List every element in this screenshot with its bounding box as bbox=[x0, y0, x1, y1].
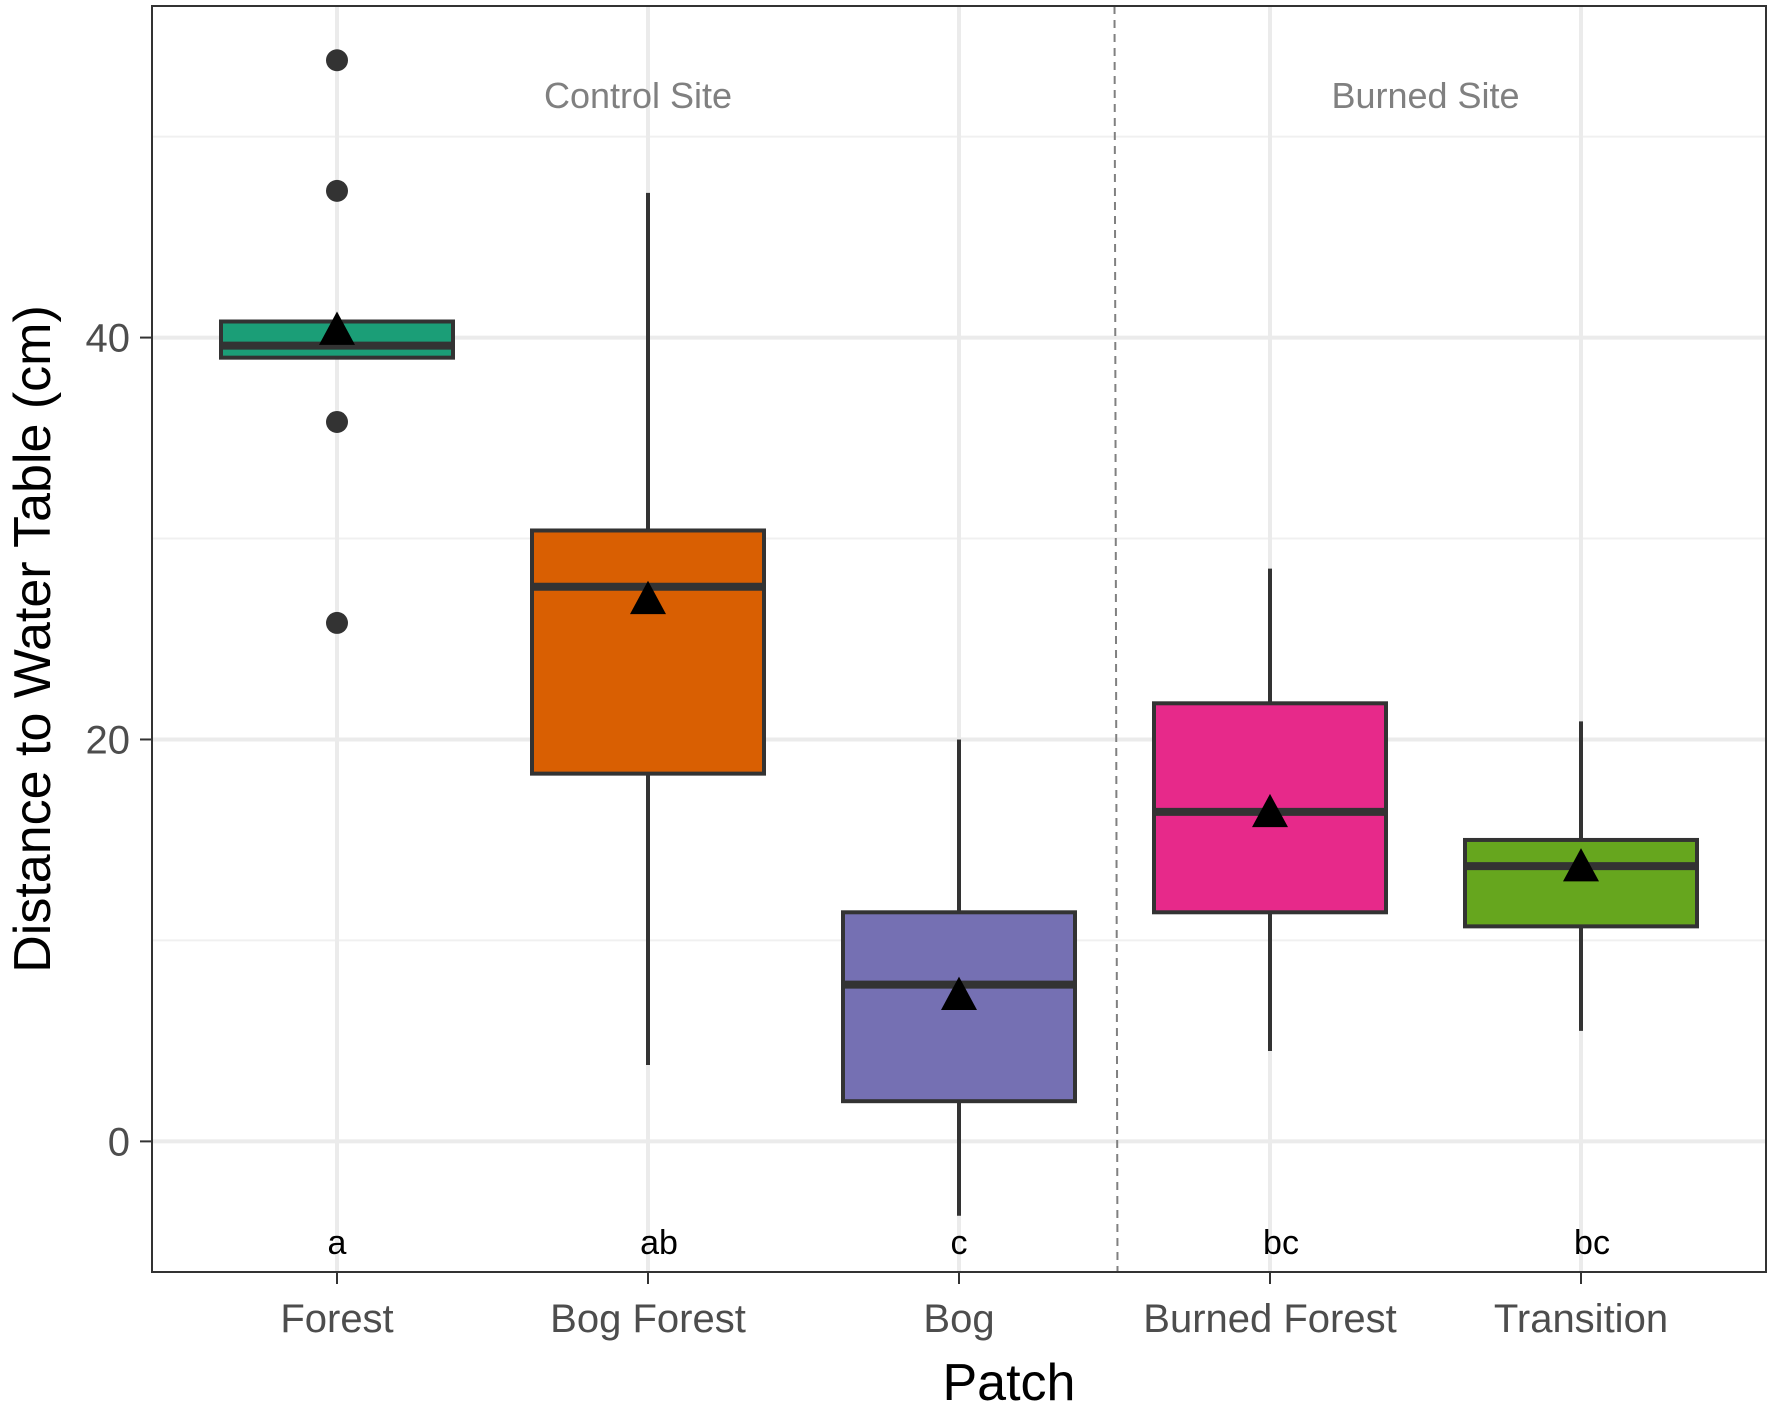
outlier-point bbox=[326, 49, 348, 72]
x-tick-label: Bog bbox=[923, 1297, 994, 1341]
mean-marker bbox=[630, 580, 666, 615]
group-labels: Control Site Burned Site bbox=[544, 75, 1520, 116]
mean-marker bbox=[941, 976, 977, 1010]
mean-marker bbox=[319, 311, 355, 345]
significance-letter: bc bbox=[1263, 1224, 1299, 1262]
box-body bbox=[530, 528, 766, 776]
box-body bbox=[1463, 837, 1699, 929]
x-tick-label: Forest bbox=[280, 1297, 393, 1341]
y-tick-label: 20 bbox=[86, 718, 131, 762]
x-tick-label: Bog Forest bbox=[550, 1297, 746, 1341]
y-axis-ticks: 0 20 40 bbox=[86, 317, 152, 1164]
outlier-point bbox=[326, 410, 348, 433]
box-bog-forest bbox=[530, 192, 766, 1066]
group-label: Burned Site bbox=[1331, 75, 1519, 116]
outlier-points bbox=[326, 49, 348, 634]
x-tick-label: Burned Forest bbox=[1143, 1297, 1396, 1341]
mean-markers bbox=[319, 311, 1599, 1010]
y-tick-label: 0 bbox=[108, 1120, 130, 1164]
x-tick-label: Transition bbox=[1494, 1297, 1668, 1341]
x-axis-ticks: Forest Bog Forest Bog Burned Forest Transiti… bbox=[280, 1272, 1668, 1341]
y-axis-title: Distance to Water Table (cm) bbox=[4, 305, 62, 973]
outlier-point bbox=[326, 611, 348, 634]
y-tick-label: 40 bbox=[86, 317, 131, 361]
mean-marker bbox=[1252, 793, 1288, 828]
outlier-point bbox=[326, 179, 348, 202]
group-label: Control Site bbox=[544, 75, 732, 116]
mean-marker bbox=[1563, 848, 1599, 882]
significance-letter: c bbox=[951, 1224, 968, 1262]
significance-letter: ab bbox=[640, 1224, 678, 1262]
significance-letters: a ab c bc bc bbox=[328, 1224, 1610, 1262]
significance-letter: bc bbox=[1574, 1224, 1610, 1262]
x-axis-title: Patch bbox=[943, 1354, 1076, 1411]
group-divider-line bbox=[1113, 5, 1119, 1273]
significance-letter: a bbox=[328, 1224, 347, 1262]
